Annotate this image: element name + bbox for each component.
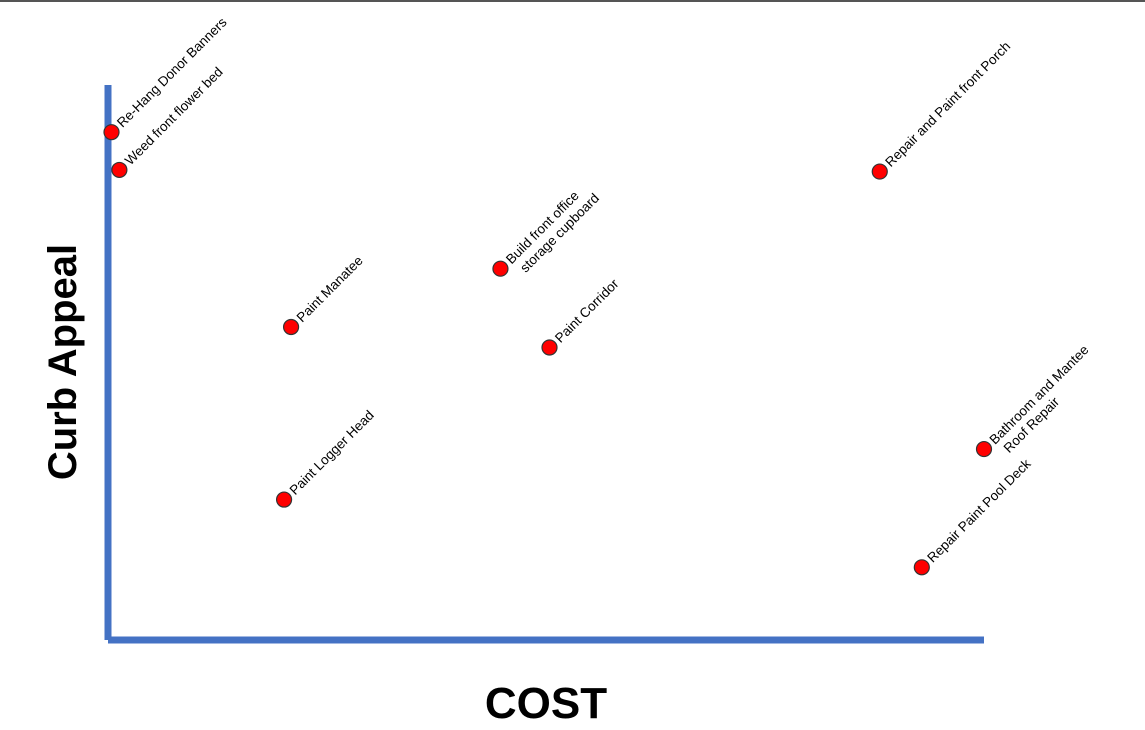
- data-point-label: Paint Manatee: [294, 253, 366, 325]
- data-point-label-line: Paint Corridor: [552, 276, 622, 346]
- data-point-label: Bathroom and ManteeRoof Repair: [987, 342, 1103, 458]
- data-point-label-line: Paint Manatee: [294, 253, 366, 325]
- data-point: [975, 440, 993, 458]
- data-point-label-line: Bathroom and Mantee: [987, 342, 1092, 447]
- data-point-label-line: Paint Logger Head: [287, 407, 377, 497]
- data-point-label-line: Repair and Paint front Porch: [882, 39, 1013, 170]
- data-point: [282, 318, 300, 336]
- data-point: [275, 491, 293, 508]
- data-point-label: Paint Logger Head: [287, 407, 377, 497]
- x-axis-title: COST: [485, 679, 607, 728]
- data-point: [913, 559, 930, 576]
- data-point-label: Paint Corridor: [552, 276, 622, 346]
- data-point-label: Repair and Paint front Porch: [882, 39, 1013, 170]
- data-point: [111, 161, 128, 179]
- data-point-label: Repair Paint Pool Deck: [924, 456, 1033, 565]
- data-point-label-line: Repair Paint Pool Deck: [924, 456, 1033, 565]
- data-point: [541, 339, 558, 356]
- data-point-label: Build front officestorage cupboard: [503, 179, 602, 278]
- data-point: [492, 260, 509, 277]
- top-border-line: [0, 0, 1145, 2]
- data-point: [871, 163, 888, 180]
- y-axis-title: Curb Appeal: [41, 244, 85, 480]
- data-point: [103, 124, 120, 141]
